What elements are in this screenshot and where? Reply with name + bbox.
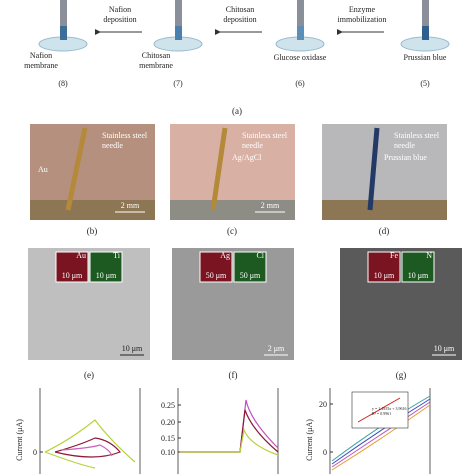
caption: (d) [379, 226, 390, 236]
tip-label: Au [38, 165, 48, 174]
photo-base [322, 200, 447, 220]
step-number: (5) [420, 79, 430, 88]
cv-curve [180, 427, 279, 456]
inset-scale: 50 μm [240, 271, 261, 280]
sem-image [28, 248, 150, 360]
element-label: Au [76, 251, 86, 260]
needle-tip [422, 26, 429, 40]
caption: (a) [232, 106, 242, 116]
y-tick-label: 0.25 [161, 401, 175, 410]
cv-curve [61, 444, 113, 457]
inset-scale: 10 μm [408, 271, 429, 280]
needle-tip [175, 26, 182, 40]
cv-curve [180, 399, 279, 453]
caption: (f) [229, 370, 238, 380]
arrow-label: deposition [103, 15, 136, 24]
y-label: Current (μA) [15, 419, 24, 461]
caption: (c) [227, 226, 237, 236]
y-tick-label: 0.20 [161, 418, 175, 427]
needle [60, 0, 67, 34]
step-label: membrane [139, 61, 173, 70]
needle [422, 0, 429, 34]
cv-curve [331, 398, 431, 465]
element-label: Ag [220, 251, 230, 260]
inset-text: y = 1.4955x + 3.9616 [372, 406, 407, 411]
needle [367, 127, 380, 211]
map-inset [233, 251, 267, 283]
arrow-label: deposition [223, 15, 256, 24]
inset-scale: 10 μm [374, 271, 395, 280]
needle-label: needle [242, 141, 263, 150]
y-tick-label: 0.10 [161, 448, 175, 457]
scale-label: 2 mm [261, 201, 280, 210]
photo-base [170, 200, 295, 220]
inset-text: R² = 0.9961 [372, 411, 391, 416]
caption: (e) [84, 370, 94, 380]
needle-label: needle [394, 141, 415, 150]
panel-a: Nafionmembrane(8)Chitosanmembrane(7)Gluc… [24, 0, 450, 116]
cv-curve [44, 419, 136, 469]
element-label: Fe [390, 251, 398, 260]
map-inset [367, 251, 401, 283]
step-label: Nafion [30, 51, 52, 60]
sem-image [172, 248, 294, 360]
scale-label: 10 μm [434, 344, 455, 353]
needle-tip [297, 26, 304, 40]
element-label: N [426, 251, 432, 260]
needle [297, 0, 304, 34]
inset-scale: 50 μm [206, 271, 227, 280]
needle [65, 127, 88, 211]
map-inset [199, 251, 233, 283]
step-label: Glucose oxidase [274, 53, 327, 62]
fit-line [357, 397, 401, 423]
scale-label: 2 μm [268, 344, 285, 353]
step-number: (6) [295, 79, 305, 88]
step-label: Prussian blue [404, 53, 447, 62]
sem-image [340, 248, 462, 360]
step-number: (8) [58, 79, 68, 88]
needle [210, 127, 228, 211]
y-label: Current (μA) [305, 419, 314, 461]
needle-label: Stainless steel [102, 131, 148, 140]
inset-scale: 10 μm [96, 271, 117, 280]
needle-label: Stainless steel [394, 131, 440, 140]
arrow-label: Nafion [109, 5, 131, 14]
step-label: Chitosan [142, 51, 170, 60]
y-tick-label: 0 [33, 448, 37, 457]
scale-label: 10 μm [122, 344, 143, 353]
arrow-label: Chitosan [226, 5, 254, 14]
step-number: (7) [173, 79, 183, 88]
tip-label: Prussian blue [384, 153, 427, 162]
cv-curve [180, 409, 279, 453]
needle [175, 0, 182, 34]
y-tick-label: 20 [319, 400, 327, 409]
arrow-label: Enzyme [349, 5, 376, 14]
needle-tip [60, 26, 67, 40]
y-tick-label: 0.15 [161, 434, 175, 443]
tip-label: Ag/AgCl [232, 153, 262, 162]
scale-label: 2 mm [121, 201, 140, 210]
map-inset [89, 251, 123, 283]
step-label: membrane [24, 61, 58, 70]
map-inset [401, 251, 435, 283]
plots: 0 Current (μA) 0.25 0.20 0.15 0.10 20 0 Current … [15, 388, 431, 474]
inset-scale: 10 μm [62, 271, 83, 280]
cv-curve [331, 401, 431, 468]
cv-curve [54, 437, 121, 458]
cv-curve [331, 404, 431, 471]
sem: Au 10 μm Ti 10 μm 10 μm (e) Ag 50 μm Cl 50 μm 2 μm… [28, 248, 462, 380]
element-label: Cl [256, 251, 264, 260]
element-label: Ti [113, 251, 121, 260]
arrow-label: immobilization [338, 15, 387, 24]
needle-label: Stainless steel [242, 131, 288, 140]
needle-label: needle [102, 141, 123, 150]
photo-base [30, 200, 155, 220]
y-tick-label: 0 [323, 448, 327, 457]
map-inset [55, 251, 89, 283]
caption: (g) [396, 370, 407, 380]
caption: (b) [87, 226, 98, 236]
